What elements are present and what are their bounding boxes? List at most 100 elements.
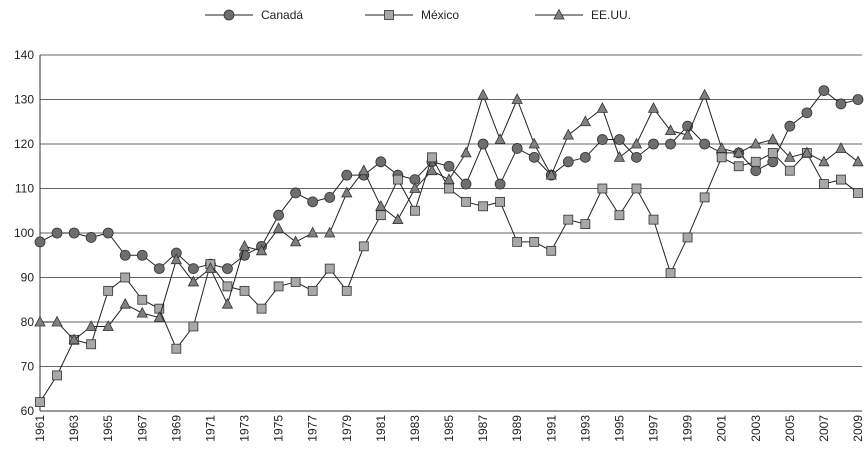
marker [630, 137, 643, 149]
marker [579, 151, 591, 163]
marker [137, 294, 148, 305]
marker [664, 124, 677, 136]
marker [102, 320, 114, 331]
x-tick-label: 1995 [612, 415, 626, 442]
marker [239, 285, 250, 296]
marker [699, 192, 710, 203]
x-tick-label: 1963 [67, 415, 81, 442]
marker [375, 210, 386, 221]
x-tick-label: 1991 [544, 415, 558, 442]
marker [818, 155, 830, 167]
marker [426, 164, 438, 176]
marker [853, 188, 863, 198]
marker [34, 315, 46, 327]
marker [273, 209, 284, 221]
marker [375, 156, 387, 168]
x-tick-label: 2001 [715, 415, 729, 442]
x-tick-label: 1969 [169, 415, 183, 442]
marker [153, 311, 165, 322]
marker [511, 93, 523, 104]
marker [852, 94, 864, 105]
marker [716, 142, 728, 153]
marker [750, 137, 762, 149]
x-tick-label: 1981 [374, 415, 388, 442]
marker [494, 133, 506, 144]
marker [222, 281, 233, 292]
legend-label: México [421, 8, 459, 22]
y-tick-label: 70 [21, 360, 35, 374]
marker [384, 10, 394, 20]
marker [477, 88, 489, 100]
y-tick-label: 140 [14, 48, 34, 62]
marker [51, 315, 63, 327]
marker [375, 199, 387, 211]
marker [579, 115, 591, 127]
marker [409, 182, 421, 193]
marker [238, 239, 251, 251]
marker [34, 236, 46, 248]
marker [51, 227, 63, 239]
marker [767, 156, 779, 168]
x-tick-label: 1987 [476, 415, 490, 442]
marker [52, 370, 62, 381]
marker [85, 320, 97, 331]
marker [733, 146, 745, 158]
marker [495, 196, 506, 207]
marker [68, 227, 80, 239]
marker [187, 263, 199, 275]
x-tick-label: 1989 [510, 415, 524, 442]
marker [136, 306, 148, 318]
marker [494, 178, 506, 190]
marker [427, 152, 437, 163]
marker [188, 321, 199, 332]
marker [221, 297, 234, 309]
marker [85, 232, 97, 243]
x-tick-label: 2003 [749, 415, 763, 442]
marker [801, 146, 813, 158]
marker [120, 272, 131, 283]
marker [835, 142, 847, 153]
y-tick-label: 130 [14, 93, 34, 107]
y-tick-label: 90 [21, 271, 35, 285]
marker [444, 183, 454, 194]
x-tick-label: 1999 [681, 415, 695, 442]
x-tick-label: 2005 [783, 415, 797, 442]
marker [307, 285, 318, 296]
marker [307, 226, 319, 238]
marker [836, 174, 846, 185]
marker [529, 236, 540, 247]
marker [767, 147, 778, 158]
marker [681, 128, 694, 140]
marker [563, 214, 574, 225]
marker [256, 303, 267, 314]
marker [307, 196, 319, 208]
marker [119, 249, 131, 261]
marker [716, 152, 727, 163]
x-tick-label: 1985 [442, 415, 456, 442]
marker [341, 285, 352, 296]
marker [392, 174, 403, 185]
x-tick-label: 1977 [306, 415, 320, 442]
marker [102, 227, 114, 239]
marker [119, 297, 131, 309]
marker [647, 102, 660, 113]
marker [392, 213, 404, 225]
marker [171, 343, 182, 354]
x-tick-label: 1975 [272, 415, 286, 442]
marker [818, 85, 830, 96]
marker [546, 245, 557, 256]
legend-item: Canadá [205, 8, 303, 22]
marker [477, 138, 489, 150]
y-tick-label: 100 [14, 226, 34, 240]
marker [631, 183, 642, 194]
marker [528, 137, 540, 149]
marker [272, 222, 285, 233]
marker [835, 98, 847, 110]
x-tick-label: 1967 [135, 415, 149, 442]
marker [528, 151, 540, 163]
marker [410, 205, 420, 216]
marker [290, 187, 302, 199]
marker [68, 333, 80, 345]
marker [204, 262, 217, 273]
marker [648, 214, 659, 225]
